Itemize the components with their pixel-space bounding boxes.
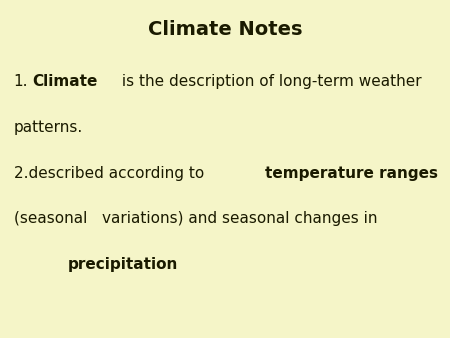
Text: patterns.: patterns. — [14, 120, 83, 135]
Text: temperature ranges: temperature ranges — [265, 166, 438, 180]
Text: Climate Notes: Climate Notes — [148, 20, 302, 39]
Text: precipitation: precipitation — [68, 257, 178, 272]
Text: Climate: Climate — [32, 74, 98, 89]
Text: is the description of long-term weather: is the description of long-term weather — [117, 74, 421, 89]
Text: (seasonal   variations) and seasonal changes in: (seasonal variations) and seasonal chang… — [14, 211, 377, 226]
Text: 1.: 1. — [14, 74, 28, 89]
Text: 2.described according to: 2.described according to — [14, 166, 209, 180]
